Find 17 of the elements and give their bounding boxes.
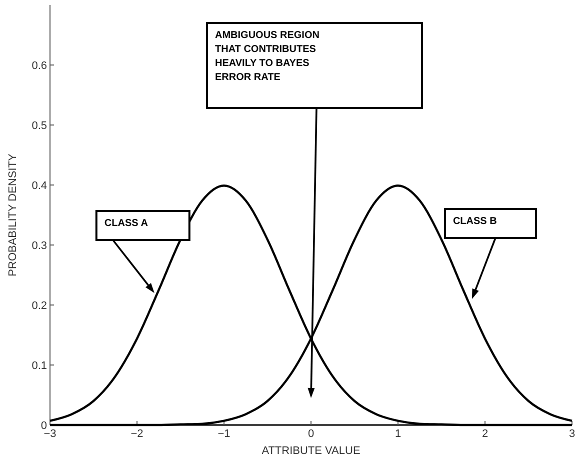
x-tick-label: 2 <box>482 428 488 440</box>
x-tick-label: −2 <box>130 428 144 440</box>
annotation: CLASS B <box>452 216 497 227</box>
x-tick-label: 0 <box>308 428 314 440</box>
x-tick-label: −1 <box>218 428 230 440</box>
annotation: CLASS A <box>104 218 148 229</box>
annotation: AMBIGUOUS REGION THAT CONTRIBUTES HEAVILY TO BAYES ERROR RATE <box>215 30 320 83</box>
y-tick-label: 0.1 <box>32 360 47 372</box>
y-tick-label: 0.6 <box>32 60 47 72</box>
y-axis-title: PROBABILITY DENSITY <box>7 153 19 276</box>
y-tick-label: 0.4 <box>32 180 47 192</box>
y-tick-label: 0.3 <box>32 240 47 252</box>
y-tick-label: 0.5 <box>32 120 47 132</box>
x-axis-title: ATTRIBUTE VALUE <box>262 445 360 457</box>
x-tick-label: 3 <box>568 428 576 440</box>
x-tick-label: 1 <box>394 428 402 440</box>
y-tick-label: 0.2 <box>32 300 47 312</box>
